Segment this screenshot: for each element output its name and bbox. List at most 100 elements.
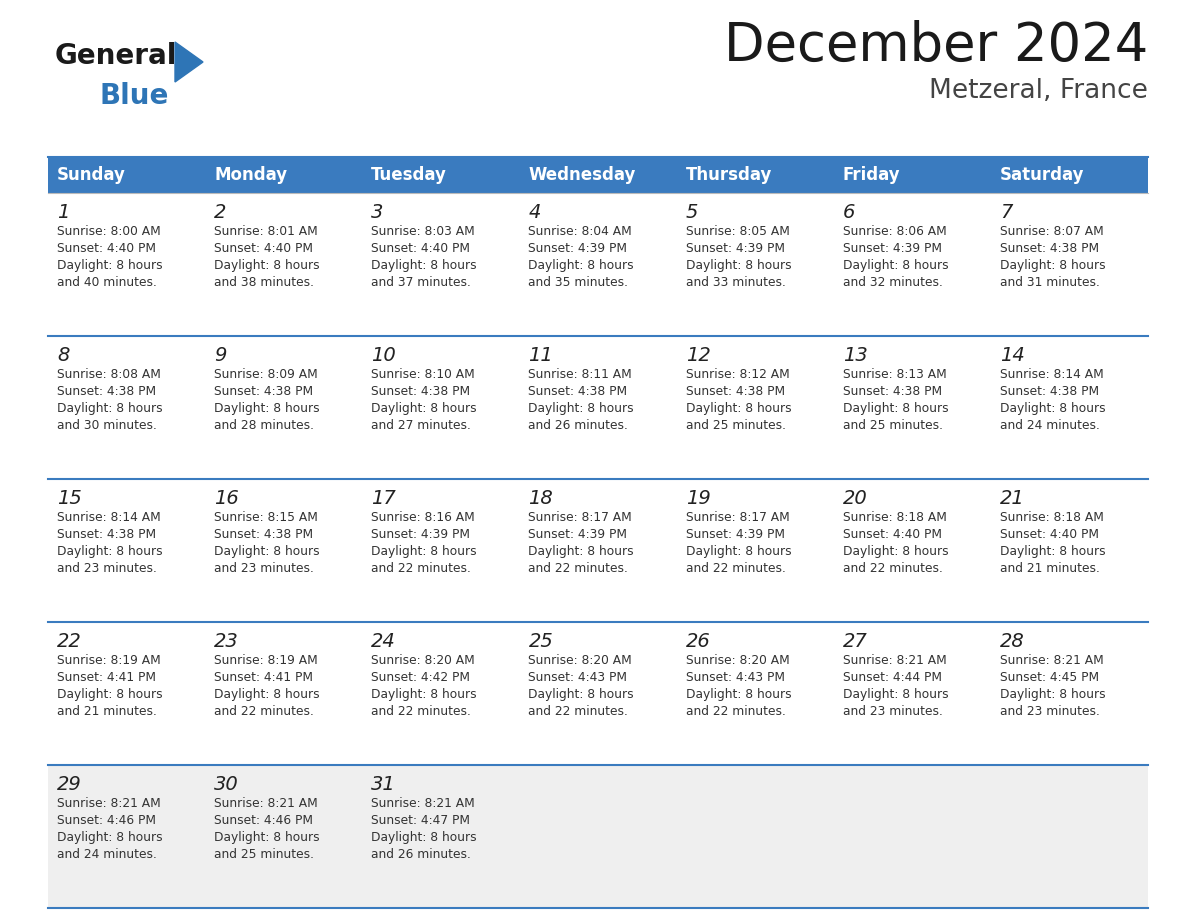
Text: Daylight: 8 hours: Daylight: 8 hours: [1000, 688, 1106, 701]
Text: Daylight: 8 hours: Daylight: 8 hours: [1000, 402, 1106, 415]
Text: Sunday: Sunday: [57, 166, 126, 184]
Text: Daylight: 8 hours: Daylight: 8 hours: [685, 402, 791, 415]
Text: Daylight: 8 hours: Daylight: 8 hours: [685, 545, 791, 558]
Text: 15: 15: [57, 489, 82, 508]
Text: Sunrise: 8:08 AM: Sunrise: 8:08 AM: [57, 368, 160, 381]
Text: Daylight: 8 hours: Daylight: 8 hours: [214, 545, 320, 558]
Text: Daylight: 8 hours: Daylight: 8 hours: [685, 688, 791, 701]
Text: Sunset: 4:38 PM: Sunset: 4:38 PM: [1000, 385, 1099, 398]
Text: Sunset: 4:40 PM: Sunset: 4:40 PM: [57, 242, 156, 255]
Text: and 28 minutes.: and 28 minutes.: [214, 419, 314, 432]
Text: Sunrise: 8:19 AM: Sunrise: 8:19 AM: [57, 654, 160, 667]
Text: Blue: Blue: [100, 82, 170, 110]
Text: Daylight: 8 hours: Daylight: 8 hours: [372, 688, 476, 701]
Text: Thursday: Thursday: [685, 166, 772, 184]
Text: Tuesday: Tuesday: [372, 166, 447, 184]
Text: Daylight: 8 hours: Daylight: 8 hours: [214, 831, 320, 844]
Text: Daylight: 8 hours: Daylight: 8 hours: [214, 688, 320, 701]
Text: Sunset: 4:39 PM: Sunset: 4:39 PM: [529, 242, 627, 255]
Text: 19: 19: [685, 489, 710, 508]
Text: and 21 minutes.: and 21 minutes.: [1000, 562, 1100, 575]
Text: Sunset: 4:38 PM: Sunset: 4:38 PM: [214, 528, 314, 541]
Text: Sunrise: 8:15 AM: Sunrise: 8:15 AM: [214, 511, 318, 524]
Text: Sunset: 4:47 PM: Sunset: 4:47 PM: [372, 814, 470, 827]
Text: Sunset: 4:39 PM: Sunset: 4:39 PM: [685, 242, 784, 255]
Text: and 35 minutes.: and 35 minutes.: [529, 276, 628, 289]
Text: 29: 29: [57, 775, 82, 794]
Text: Sunrise: 8:21 AM: Sunrise: 8:21 AM: [372, 797, 475, 810]
Bar: [48, 765, 1148, 908]
Text: 30: 30: [214, 775, 239, 794]
Text: and 25 minutes.: and 25 minutes.: [842, 419, 943, 432]
Text: 9: 9: [214, 346, 227, 365]
Text: Sunset: 4:38 PM: Sunset: 4:38 PM: [529, 385, 627, 398]
Text: 12: 12: [685, 346, 710, 365]
Text: and 22 minutes.: and 22 minutes.: [372, 705, 472, 718]
Text: Daylight: 8 hours: Daylight: 8 hours: [57, 688, 163, 701]
Text: and 38 minutes.: and 38 minutes.: [214, 276, 314, 289]
Text: Daylight: 8 hours: Daylight: 8 hours: [57, 831, 163, 844]
Text: General: General: [55, 42, 177, 70]
Text: Sunset: 4:43 PM: Sunset: 4:43 PM: [529, 671, 627, 684]
Text: Daylight: 8 hours: Daylight: 8 hours: [529, 688, 634, 701]
Text: 17: 17: [372, 489, 396, 508]
Text: and 23 minutes.: and 23 minutes.: [57, 562, 157, 575]
Text: Daylight: 8 hours: Daylight: 8 hours: [842, 688, 948, 701]
Text: 31: 31: [372, 775, 396, 794]
Text: Daylight: 8 hours: Daylight: 8 hours: [529, 545, 634, 558]
Text: Sunset: 4:45 PM: Sunset: 4:45 PM: [1000, 671, 1099, 684]
Text: 2: 2: [214, 203, 227, 222]
Text: Daylight: 8 hours: Daylight: 8 hours: [842, 402, 948, 415]
Text: Sunrise: 8:13 AM: Sunrise: 8:13 AM: [842, 368, 947, 381]
Text: Sunset: 4:38 PM: Sunset: 4:38 PM: [842, 385, 942, 398]
Text: Sunrise: 8:20 AM: Sunrise: 8:20 AM: [685, 654, 789, 667]
Text: and 30 minutes.: and 30 minutes.: [57, 419, 157, 432]
Text: Sunset: 4:38 PM: Sunset: 4:38 PM: [214, 385, 314, 398]
Text: 27: 27: [842, 632, 867, 651]
Text: Sunrise: 8:20 AM: Sunrise: 8:20 AM: [372, 654, 475, 667]
Text: Sunrise: 8:01 AM: Sunrise: 8:01 AM: [214, 225, 318, 238]
Text: Daylight: 8 hours: Daylight: 8 hours: [529, 259, 634, 272]
Text: Sunrise: 8:21 AM: Sunrise: 8:21 AM: [57, 797, 160, 810]
Text: and 26 minutes.: and 26 minutes.: [529, 419, 628, 432]
Text: Sunset: 4:38 PM: Sunset: 4:38 PM: [1000, 242, 1099, 255]
Text: Daylight: 8 hours: Daylight: 8 hours: [57, 259, 163, 272]
Text: and 22 minutes.: and 22 minutes.: [529, 562, 628, 575]
Text: Sunset: 4:40 PM: Sunset: 4:40 PM: [372, 242, 470, 255]
Text: Daylight: 8 hours: Daylight: 8 hours: [372, 831, 476, 844]
Text: and 24 minutes.: and 24 minutes.: [57, 848, 157, 861]
Text: Sunset: 4:44 PM: Sunset: 4:44 PM: [842, 671, 942, 684]
Text: Daylight: 8 hours: Daylight: 8 hours: [372, 402, 476, 415]
Text: Sunset: 4:42 PM: Sunset: 4:42 PM: [372, 671, 470, 684]
Text: 23: 23: [214, 632, 239, 651]
Text: 7: 7: [1000, 203, 1012, 222]
Text: Sunrise: 8:10 AM: Sunrise: 8:10 AM: [372, 368, 475, 381]
Text: Sunset: 4:43 PM: Sunset: 4:43 PM: [685, 671, 784, 684]
Text: and 23 minutes.: and 23 minutes.: [214, 562, 314, 575]
Text: and 25 minutes.: and 25 minutes.: [685, 419, 785, 432]
Text: Sunset: 4:38 PM: Sunset: 4:38 PM: [372, 385, 470, 398]
Text: Metzeral, France: Metzeral, France: [929, 78, 1148, 104]
Text: Daylight: 8 hours: Daylight: 8 hours: [214, 402, 320, 415]
Text: Sunrise: 8:18 AM: Sunrise: 8:18 AM: [1000, 511, 1104, 524]
Text: Sunrise: 8:09 AM: Sunrise: 8:09 AM: [214, 368, 318, 381]
Text: December 2024: December 2024: [723, 20, 1148, 72]
Text: Daylight: 8 hours: Daylight: 8 hours: [57, 402, 163, 415]
Text: 6: 6: [842, 203, 855, 222]
Text: Sunset: 4:38 PM: Sunset: 4:38 PM: [685, 385, 785, 398]
Text: Sunrise: 8:16 AM: Sunrise: 8:16 AM: [372, 511, 475, 524]
Bar: [48, 479, 1148, 622]
Text: Sunrise: 8:12 AM: Sunrise: 8:12 AM: [685, 368, 789, 381]
Text: Daylight: 8 hours: Daylight: 8 hours: [1000, 259, 1106, 272]
Text: 13: 13: [842, 346, 867, 365]
Text: Sunrise: 8:21 AM: Sunrise: 8:21 AM: [842, 654, 947, 667]
Text: Sunset: 4:39 PM: Sunset: 4:39 PM: [842, 242, 942, 255]
Text: Sunrise: 8:20 AM: Sunrise: 8:20 AM: [529, 654, 632, 667]
Text: 14: 14: [1000, 346, 1024, 365]
Text: and 23 minutes.: and 23 minutes.: [1000, 705, 1100, 718]
Text: Daylight: 8 hours: Daylight: 8 hours: [529, 402, 634, 415]
Text: and 22 minutes.: and 22 minutes.: [685, 705, 785, 718]
Text: Sunrise: 8:17 AM: Sunrise: 8:17 AM: [529, 511, 632, 524]
Text: Sunset: 4:40 PM: Sunset: 4:40 PM: [842, 528, 942, 541]
Text: and 26 minutes.: and 26 minutes.: [372, 848, 472, 861]
